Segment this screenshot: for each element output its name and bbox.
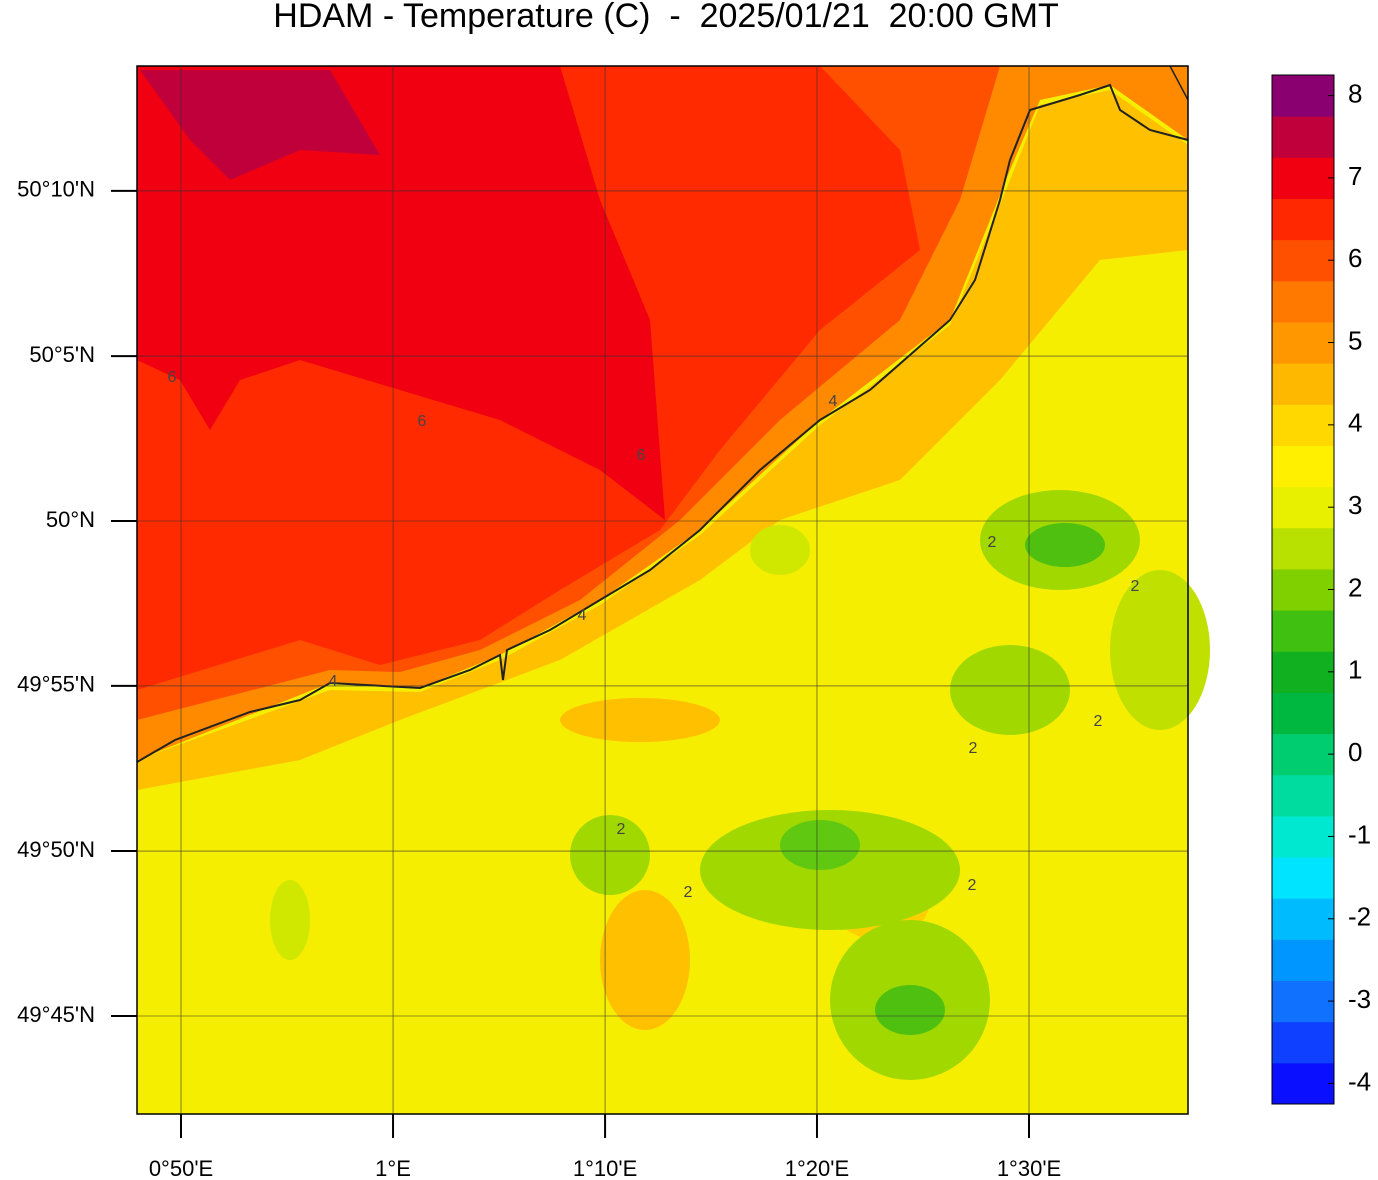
field-cool <box>950 645 1070 735</box>
x-tick-label: 1°30'E <box>997 1156 1061 1180</box>
contour-label: 4 <box>578 607 587 624</box>
field-warm <box>140 70 380 180</box>
colorbar-label: 7 <box>1348 161 1362 191</box>
colorbar-band <box>1272 898 1334 940</box>
colorbar-band <box>1272 280 1334 323</box>
colorbar-label: 0 <box>1348 737 1362 767</box>
colorbar-band <box>1272 980 1334 1023</box>
field-mild <box>137 90 1188 790</box>
colorbar-label: -4 <box>1348 1066 1371 1096</box>
x-tick-label: 1°10'E <box>573 1156 637 1180</box>
x-tick-label: 1°E <box>375 1156 411 1180</box>
contour-label: 2 <box>1131 578 1140 595</box>
colorbar-band <box>1272 445 1334 488</box>
colorbar-band <box>1272 774 1334 817</box>
field-cool <box>1025 523 1105 567</box>
colorbar-band <box>1272 363 1334 405</box>
contour-label: 2 <box>968 877 977 894</box>
field-mild <box>600 890 690 1030</box>
colorbar-label: -1 <box>1348 819 1371 849</box>
colorbar-label: 5 <box>1348 325 1362 355</box>
colorbar-band <box>1272 815 1334 858</box>
temperature-field <box>136 65 1210 1114</box>
coastline <box>136 83 1189 763</box>
x-tick-label: 0°50'E <box>149 1156 213 1180</box>
chart-title: HDAM - Temperature (C) - 2025/01/21 20:0… <box>273 0 1058 35</box>
map-frame <box>136 65 1189 1115</box>
colorbar-band <box>1272 198 1334 241</box>
colorbar-label: 2 <box>1348 572 1362 602</box>
contour-label: 2 <box>988 534 997 551</box>
colorbar-band <box>1272 568 1334 611</box>
colorbar-band <box>1272 486 1334 529</box>
field-cool <box>875 985 945 1035</box>
colorbar-label: 8 <box>1348 78 1362 108</box>
colorbar-band <box>1272 1062 1334 1105</box>
y-tick-label: 49°45'N <box>17 1002 95 1027</box>
colorbar-band <box>1272 939 1334 982</box>
field-mild <box>560 698 720 742</box>
field-cool <box>1110 570 1210 730</box>
colorbar-band <box>1272 157 1334 199</box>
contour-label: 2 <box>969 740 978 757</box>
y-tick-label: 49°50'N <box>17 837 95 862</box>
contour-label: 4 <box>329 673 338 690</box>
colorbar-label: 3 <box>1348 490 1362 520</box>
y-tick-label: 50°N <box>46 507 95 532</box>
colorbar-band <box>1272 239 1334 282</box>
coastline <box>1169 65 1189 101</box>
y-tick-label: 50°10'N <box>17 177 95 202</box>
colorbar-band <box>1272 857 1334 899</box>
contour-label: 6 <box>168 369 177 386</box>
colorbar-band <box>1272 75 1334 117</box>
field-cool <box>750 525 810 575</box>
colorbar-label: -3 <box>1348 984 1371 1014</box>
x-tick-label: 1°20'E <box>785 1156 849 1180</box>
colorbar-band <box>1272 610 1334 652</box>
contour-label: 2 <box>617 821 626 838</box>
field-cool <box>700 810 960 930</box>
contour-label: 2 <box>684 884 693 901</box>
contour-label: 4 <box>829 393 838 410</box>
colorbar-band <box>1272 116 1334 158</box>
contour-label: 6 <box>418 413 427 430</box>
field-warm <box>137 66 665 520</box>
colorbar-band <box>1272 527 1334 570</box>
colorbar-band <box>1272 651 1334 693</box>
field-cool <box>780 820 860 870</box>
colorbar-band <box>1272 404 1334 446</box>
contour-label: 2 <box>1094 713 1103 730</box>
y-tick-label: 49°55'N <box>17 672 95 697</box>
colorbar-label: 6 <box>1348 243 1362 273</box>
colorbar-band <box>1272 733 1334 776</box>
colorbar-band <box>1272 1021 1334 1064</box>
colorbar-band <box>1272 692 1334 735</box>
field-cool <box>270 880 310 960</box>
colorbar-label: 1 <box>1348 655 1362 685</box>
field-cool <box>570 815 650 895</box>
contour-label: 6 <box>637 447 646 464</box>
colorbar-label: -2 <box>1348 902 1371 932</box>
colorbar-label: 4 <box>1348 408 1362 438</box>
y-tick-label: 50°5'N <box>29 342 95 367</box>
colorbar-band <box>1272 321 1334 364</box>
